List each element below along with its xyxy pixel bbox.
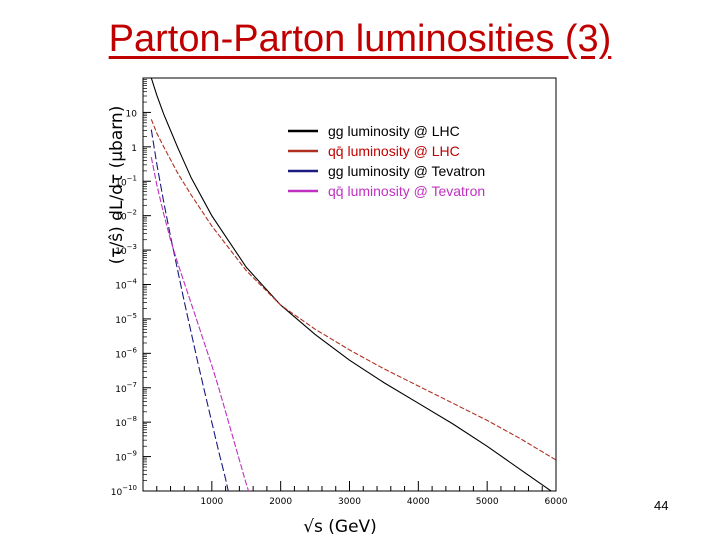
legend-label-1: gg luminosity @ LHC	[328, 123, 460, 139]
y-tick-label: 1	[131, 144, 137, 154]
series-line-1	[150, 78, 553, 491]
x-axis-ticks: 1000 2000 3000 4000 5000 6000	[156, 481, 568, 507]
y-axis-ticks: 10 1 10−1 10−2 10−3 10−4 10−5 10−6 10−7 10−8 10−9 1…	[111, 79, 151, 498]
y-tick-label: 10−1	[115, 174, 137, 188]
series-line-4	[150, 157, 250, 491]
x-tick-label: 2000	[269, 497, 292, 507]
x-tick-label: 3000	[338, 497, 361, 507]
x-tick-label: 6000	[545, 497, 568, 507]
slide-title: Parton-Parton luminosities (3)	[108, 18, 612, 60]
y-tick-label: 10−5	[115, 312, 137, 326]
legend-label-3: gg luminosity @ Tevatron	[328, 163, 485, 179]
plot-frame	[142, 77, 557, 492]
y-axis-title: (τ/ŝ) dL/dτ (μbarn)	[107, 106, 127, 265]
series-line-2	[150, 119, 556, 461]
y-tick-label: 10−2	[115, 209, 137, 223]
x-tick-label: 5000	[476, 497, 499, 507]
legend-label-2: qq̄ luminosity @ LHC	[328, 143, 460, 159]
x-axis-title: √s (GeV)	[303, 517, 377, 537]
y-tick-label: 10−3	[115, 243, 137, 257]
slide-number: 44	[654, 498, 669, 513]
legend-label-4: qq̄ luminosity @ Tevatron	[328, 183, 485, 199]
x-tick-label: 1000	[200, 497, 223, 507]
y-tick-label: 10−10	[111, 484, 137, 498]
x-tick-label: 4000	[407, 497, 430, 507]
legend: gg luminosity @ LHC qq̄ luminosity @ LHC g…	[288, 123, 485, 199]
y-tick-label: 10−7	[115, 381, 137, 395]
y-tick-label: 10−8	[115, 415, 137, 429]
curves	[150, 78, 556, 491]
series-line-3	[150, 129, 229, 491]
y-tick-label: 10	[126, 109, 138, 119]
y-tick-label: 10−6	[115, 346, 137, 360]
y-tick-label: 10−9	[115, 450, 137, 464]
y-tick-label: 10−4	[115, 278, 137, 292]
